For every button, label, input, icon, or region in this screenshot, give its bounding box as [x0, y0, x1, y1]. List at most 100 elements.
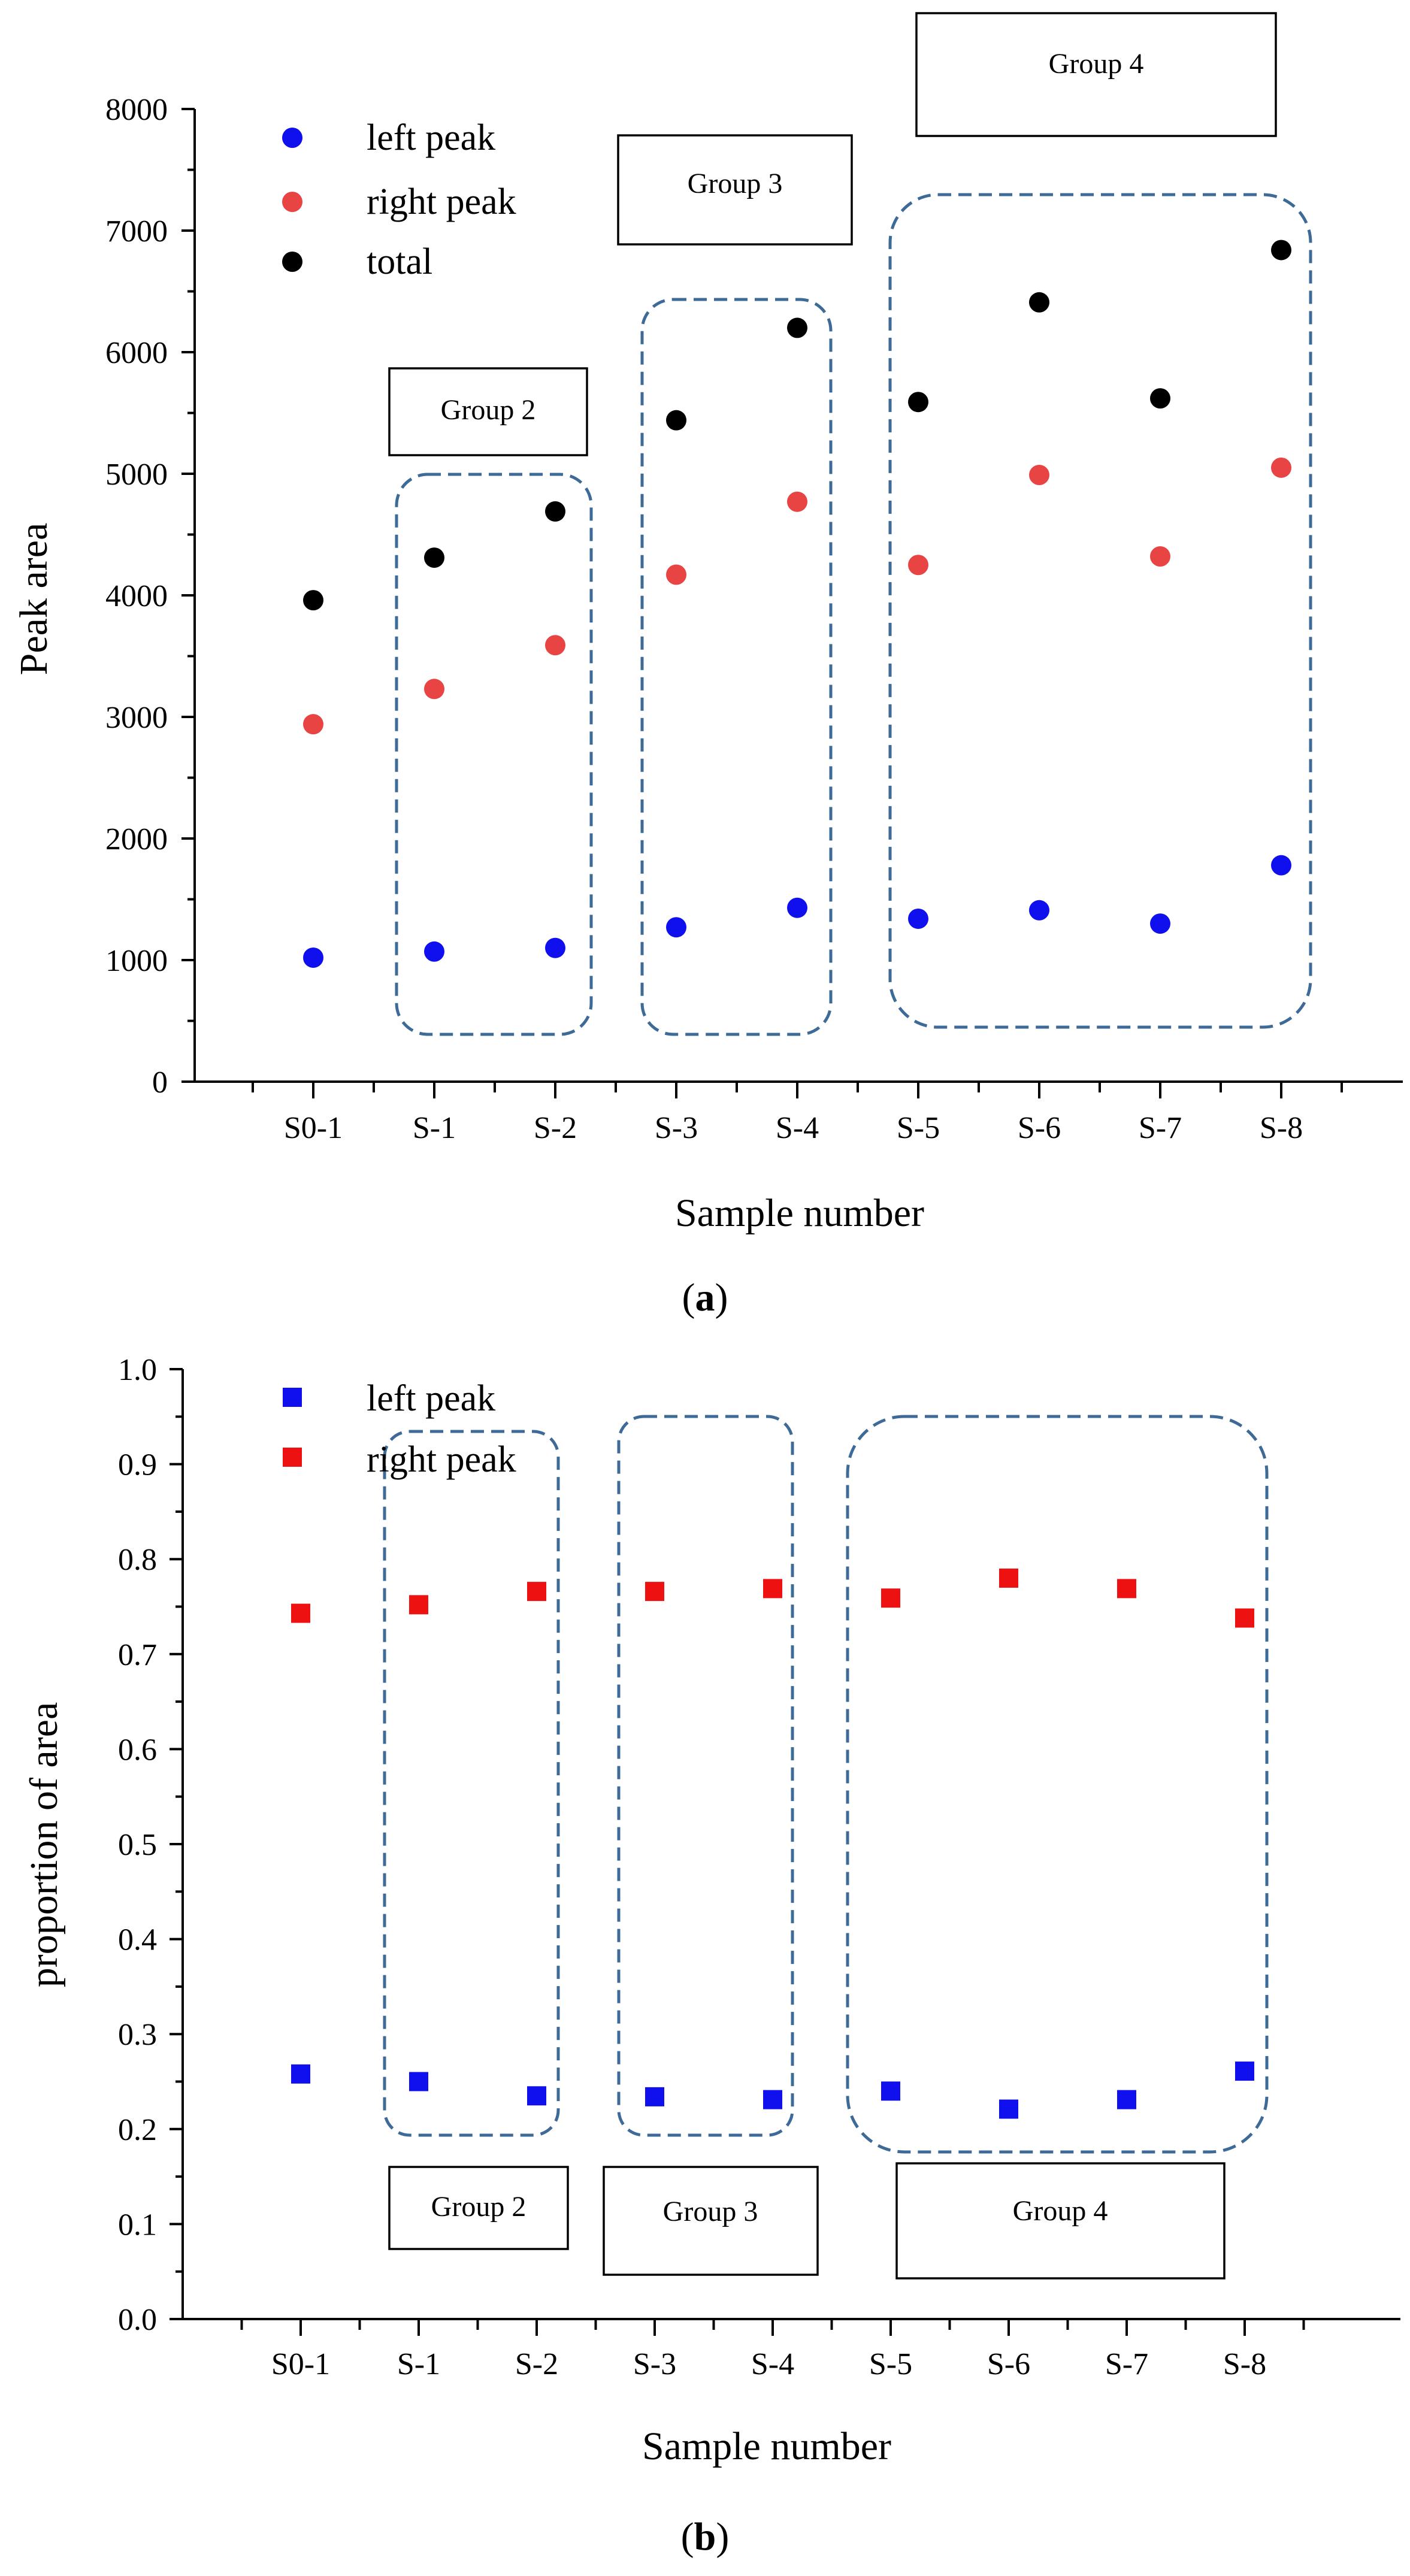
panel-a-legend-left-peak: left peak [367, 117, 495, 158]
panel-a-point-left-peak-s-8 [1271, 855, 1291, 876]
panel-a-x-tick-label: S-8 [1260, 1111, 1303, 1145]
panel-a-caption: (a) [682, 1276, 728, 1319]
panel-a-point-left-peak-s-3 [666, 917, 686, 938]
panel-a-point-right-peak-s-6 [1029, 465, 1049, 486]
panel-a-point-right-peak-s-8 [1271, 457, 1291, 478]
panel-b-point-left-peak-s-1 [409, 2072, 428, 2091]
panel-a-legend-marker-left-peak [282, 128, 302, 148]
panel-a-point-total-s-6 [1029, 292, 1049, 313]
panel-b: Group 2 Group 3 Group 4 0.00.10.20.30.40… [22, 1353, 1400, 2559]
panel-b-y-tick-label: 0.6 [118, 1733, 157, 1767]
panel-a-point-left-peak-s-4 [787, 897, 807, 918]
panel-a-y-ticks: 0 1000 2000 3000 4000 5000 6000 7000 8000 [105, 93, 195, 1100]
panel-a-point-left-peak-s-6 [1029, 900, 1049, 921]
panel-a-legend: left peak right peak total [282, 117, 516, 282]
panel-a-group-4-label-box [915, 12, 1277, 137]
panel-b-point-right-peak-s-6 [999, 1568, 1018, 1588]
panel-b-y-tick-label: 0.2 [118, 2113, 157, 2147]
panel-b-y-tick-label: 0.1 [118, 2208, 157, 2242]
panel-b-point-left-peak-s-5 [881, 2081, 900, 2101]
panel-b-x-tick-label: S-1 [397, 2347, 440, 2381]
panel-b-caption: (b) [681, 2515, 730, 2559]
panel-a-point-right-peak-s0-1 [303, 714, 323, 735]
panel-b-x-axis-title: Sample number [642, 2424, 891, 2468]
panel-a-group-2-outline [395, 473, 593, 1036]
panel-b-y-axis-title: proportion of area [22, 1702, 66, 1987]
panel-a-x-axis-title: Sample number [675, 1191, 924, 1235]
panel-a-point-right-peak-s-4 [787, 491, 807, 512]
panel-b-group-4-label-box [895, 2162, 1226, 2280]
panel-a-x-tick-label: S-6 [1018, 1111, 1061, 1145]
panel-b-y-tick-label: 0.0 [118, 2303, 157, 2337]
panel-b-x-tick-label: S-4 [751, 2347, 794, 2381]
panel-a-point-right-peak-s-3 [666, 564, 686, 585]
panel-b-point-left-peak-s-3 [645, 2087, 664, 2106]
panel-b-x-tick-label: S-2 [515, 2347, 558, 2381]
panel-a-y-tick-label: 4000 [105, 579, 168, 613]
panel-b-x-tick-label: S-8 [1223, 2347, 1266, 2381]
panel-b-y-ticks: 0.0 0.1 0.2 0.3 0.4 0.5 0.6 0.7 0.8 0.9 1.0 [118, 1353, 183, 2337]
panel-b-point-left-peak-s-4 [763, 2090, 782, 2109]
panel-b-group-regions: Group 2 Group 3 Group 4 [383, 1415, 1269, 2280]
panel-b-point-left-peak-s0-1 [291, 2064, 310, 2084]
panel-b-x-tick-label: S0-1 [271, 2347, 330, 2381]
panel-b-legend-left-peak: left peak [367, 1378, 495, 1419]
panel-a-y-tick-label: 0 [152, 1065, 168, 1100]
panel-a-point-total-s-2 [545, 501, 565, 522]
panel-b-caption-letter: b [694, 2515, 716, 2559]
panel-a-y-tick-label: 3000 [105, 701, 168, 735]
panel-b-point-left-peak-s-8 [1235, 2062, 1254, 2081]
panel-b-x-tick-label: S-6 [987, 2347, 1030, 2381]
panel-a-group-3-outline [640, 298, 833, 1036]
panel-a-point-total-s0-1 [303, 590, 323, 611]
panel-b-x-ticks: S0-1 S-1 S-2 S-3 S-4 S-5 S-6 S-7 S-8 [240, 2319, 1305, 2381]
panel-a-group-regions: Group 2 Group 3 Group 4 [388, 12, 1312, 1036]
panel-a-point-right-peak-s-5 [908, 555, 928, 576]
panel-a-point-total-s-5 [908, 392, 928, 413]
panel-a-point-left-peak-s-7 [1150, 913, 1170, 934]
panel-a-legend-total: total [367, 241, 432, 282]
panel-a-y-tick-label: 5000 [105, 458, 168, 492]
panel-b-legend: left peak right peak [283, 1378, 516, 1480]
panel-a-caption-letter: a [695, 1276, 715, 1319]
panel-b-y-tick-label: 0.4 [118, 1923, 157, 1957]
panel-a-point-total-s-8 [1271, 240, 1291, 261]
panel-a-x-tick-label: S-3 [655, 1111, 698, 1145]
panel-b-point-right-peak-s-3 [645, 1582, 664, 1602]
panel-a-x-tick-label: S0-1 [284, 1111, 343, 1145]
panel-a-legend-marker-right-peak [282, 192, 302, 212]
panel-b-point-left-peak-s-6 [999, 2099, 1018, 2119]
panel-a-group-4-label: Group 4 [1049, 48, 1144, 80]
panel-b-group-2-label: Group 2 [431, 2191, 527, 2223]
panel-b-group-3-label: Group 3 [663, 2196, 758, 2227]
panel-a-y-tick-label: 6000 [105, 336, 168, 370]
panel-b-point-right-peak-s-1 [409, 1595, 428, 1615]
panel-a-data-points [303, 240, 1291, 968]
panel-a-point-right-peak-s-1 [424, 679, 444, 700]
panel-b-y-tick-label: 0.8 [118, 1543, 157, 1577]
panel-a-group-2-label: Group 2 [441, 394, 536, 426]
panel-b-group-3-label-box [603, 2166, 819, 2276]
panel-b-point-left-peak-s-7 [1117, 2090, 1136, 2109]
panel-b-x-tick-label: S-3 [633, 2347, 676, 2381]
panel-a-y-tick-label: 2000 [105, 822, 168, 856]
panel-a-x-tick-label: S-7 [1139, 1111, 1182, 1145]
panel-b-point-right-peak-s-5 [881, 1588, 900, 1608]
panel-b-legend-right-peak: right peak [367, 1439, 516, 1480]
panel-b-y-tick-label: 0.5 [118, 1828, 157, 1862]
panel-a-point-left-peak-s-2 [545, 937, 565, 958]
panel-a-point-total-s-1 [424, 547, 444, 568]
panel-a-group-3-label: Group 3 [688, 168, 783, 199]
panel-a-y-tick-label: 7000 [105, 214, 168, 249]
panel-a-point-total-s-7 [1150, 388, 1170, 409]
panel-b-point-right-peak-s-4 [763, 1579, 782, 1599]
panel-a-y-tick-label: 8000 [105, 93, 168, 127]
panel-b-caption-text: ( [681, 2515, 694, 2559]
panel-a-y-axis-title: Peak area [12, 523, 56, 676]
panel-b-y-tick-label: 1.0 [118, 1353, 157, 1387]
panel-a-point-left-peak-s-5 [908, 908, 928, 929]
panel-b-point-right-peak-s-2 [527, 1582, 546, 1602]
panel-b-group-2-outline [383, 1430, 560, 2137]
